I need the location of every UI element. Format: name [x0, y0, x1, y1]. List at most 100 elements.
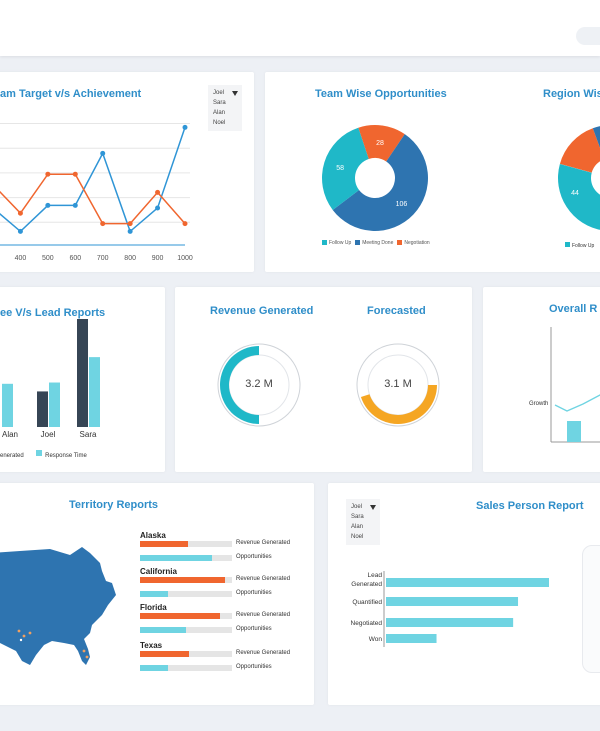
overall-growth-line [554, 394, 600, 412]
x-tick-label: 900 [152, 255, 164, 262]
series-point [17, 228, 23, 234]
team-opps-title: Team Wise Opportunities [315, 88, 447, 100]
donut-slice [322, 127, 369, 210]
dropdown-option[interactable]: Sara [351, 514, 364, 520]
revenue-title: Revenue Generated [210, 305, 314, 317]
series-line [0, 173, 186, 225]
category-label: Joel [41, 430, 56, 439]
territory-bar-label: Opportunities [236, 554, 272, 560]
slice-label: 28 [376, 140, 384, 147]
dropdown-option[interactable]: Alan [213, 110, 226, 116]
territory-bar-label: Revenue Generated [236, 612, 291, 618]
bar [386, 634, 437, 643]
territory-bar-label: Opportunities [236, 626, 272, 632]
lead-reports-card: ee V/s Lead Reports Alan Joel Sara enerate… [0, 287, 165, 472]
target-line-chart: 400 500 600 700 800 900 1000 [0, 123, 193, 262]
legend-swatch [36, 449, 43, 456]
territory-card: Territory Reports Alaska Revenue Generate… [0, 483, 314, 705]
territory-bar-track [140, 591, 232, 597]
chevron-down-icon[interactable] [232, 91, 238, 96]
map-marker [28, 631, 32, 635]
x-tick-label: 500 [42, 255, 54, 262]
dropdown-option[interactable]: Noel [351, 534, 364, 540]
region-opps-legend: Follow Up [565, 234, 594, 252]
territory-bar-fill [140, 613, 221, 619]
revenue-gauge [217, 343, 301, 427]
territory-bar-track [140, 555, 232, 561]
territory-bar-label: Revenue Generated [236, 576, 291, 582]
team-opps-legend: Follow Up Meeting Done Negotiation [322, 234, 430, 252]
legend-label: Meeting Done [362, 239, 394, 246]
territory-bar-track [140, 627, 232, 633]
chevron-down-icon[interactable] [370, 505, 376, 510]
territory-name: Florida [140, 603, 167, 612]
top-bar-pill[interactable] [576, 27, 600, 45]
series-point [45, 171, 51, 177]
map-marker [17, 629, 21, 633]
category-label: Generated [351, 581, 382, 588]
us-map [0, 547, 116, 665]
series-point [72, 171, 78, 177]
donut-slice [559, 128, 600, 173]
territory-bar-fill [140, 541, 188, 547]
legend-swatch [355, 240, 361, 246]
series-point [45, 202, 51, 208]
x-tick-label: 600 [69, 255, 81, 262]
series-point [17, 210, 23, 216]
lead-legend: enerated Response Time [0, 444, 87, 462]
forecasted-value: 3.1 M [384, 378, 412, 390]
legend-swatch [565, 242, 570, 247]
bar [77, 319, 88, 427]
series-point [182, 221, 188, 227]
territory-bar-fill [140, 665, 168, 671]
sales-person-card: Sales Person Report Joel Sara Alan Noel … [328, 483, 600, 705]
region-opps-title: Region Wise [543, 88, 600, 100]
dropdown-option[interactable]: Noel [213, 120, 226, 126]
bar [386, 618, 514, 627]
territory-bar-track [140, 541, 232, 547]
slice-label: 44 [571, 190, 579, 197]
series-line [0, 127, 186, 233]
slice-label: 58 [336, 165, 344, 172]
legend-label: Response Time [45, 453, 87, 459]
series-point [155, 189, 161, 195]
bar [37, 391, 48, 427]
dropdown-option[interactable]: Joel [351, 504, 363, 510]
territory-bar-fill [140, 555, 212, 561]
territory-bar-label: Revenue Generated [236, 650, 291, 656]
territory-name: Texas [140, 641, 163, 650]
user-dropdown-1[interactable]: Joel Sara Alan Noel [208, 85, 242, 131]
top-bar [0, 0, 600, 56]
overall-title: Overall R [549, 303, 598, 315]
user-dropdown-2[interactable]: Joel Sara Alan Noel [346, 499, 380, 545]
lead-bar-chart: Alan Joel Sara [2, 319, 100, 439]
donut-slice [592, 126, 600, 148]
dropdown-option[interactable]: Sara [213, 100, 226, 106]
dropdown-option[interactable]: Alan [351, 524, 364, 530]
category-label: Lead [368, 572, 383, 579]
territory-bar-fill [140, 651, 189, 657]
series-point [155, 205, 161, 211]
territory-bar-fill [140, 577, 225, 583]
category-label: Quantified [352, 599, 382, 606]
overall-chart [550, 327, 600, 443]
territory-bar-fill [140, 591, 168, 597]
slice-label: 106 [396, 201, 408, 208]
donut-slice [558, 163, 600, 230]
growth-label: Growth [529, 401, 549, 407]
category-label: Alan [2, 430, 18, 439]
team-target-title: am Target v/s Achievement [0, 88, 142, 100]
forecasted-gauge [356, 343, 440, 427]
legend-label: enerated [0, 453, 24, 459]
series-point [100, 221, 106, 227]
x-tick-label: 1000 [177, 255, 193, 262]
territory-bar-track [140, 577, 232, 583]
gauge-outer-ring [356, 343, 440, 427]
map-marker [22, 634, 26, 638]
bar [386, 578, 549, 587]
bar [386, 597, 519, 606]
dropdown-option[interactable]: Joel [213, 90, 225, 96]
revenue-value: 3.2 M [245, 378, 273, 390]
region-opps-donut: 44 [558, 126, 600, 230]
territory-name: Alaska [140, 531, 166, 540]
